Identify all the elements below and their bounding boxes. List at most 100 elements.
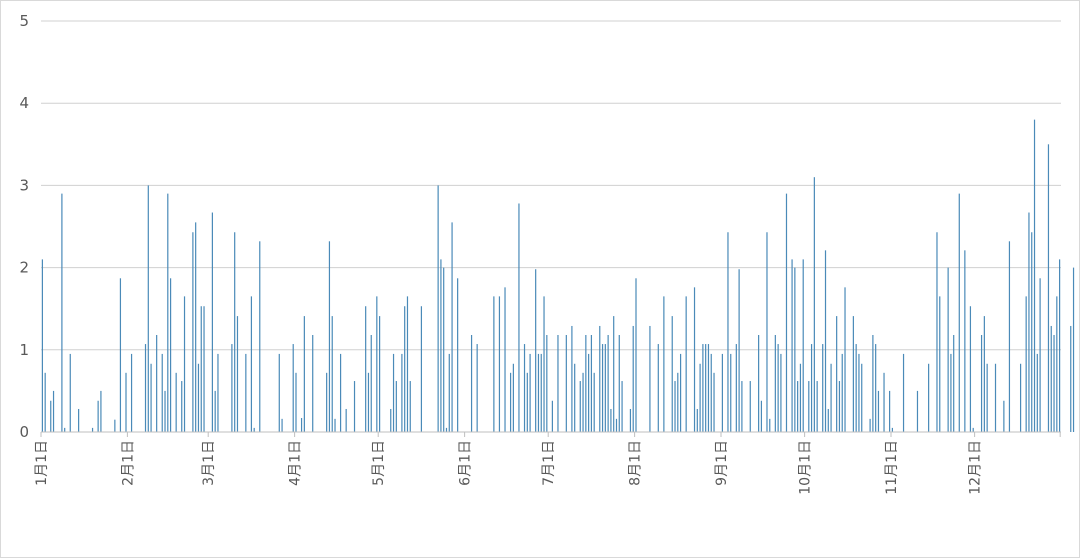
- bar: [395, 381, 397, 432]
- bar: [794, 267, 796, 432]
- bar: [696, 408, 698, 432]
- y-tick-label: 5: [19, 12, 29, 30]
- bar: [518, 203, 520, 432]
- bar: [353, 381, 356, 432]
- bar: [574, 363, 576, 432]
- bar: [119, 278, 122, 432]
- bar: [167, 193, 169, 432]
- bar: [1059, 259, 1061, 432]
- x-tick-label: 1月1日: [34, 440, 50, 486]
- bar: [972, 427, 974, 432]
- bar: [537, 353, 540, 432]
- bar: [618, 335, 620, 432]
- y-tick-label: 0: [19, 423, 29, 441]
- gridlines: [41, 20, 1061, 351]
- bar: [50, 400, 52, 432]
- bar: [543, 296, 545, 432]
- x-tick-label: 11月1日: [884, 440, 900, 495]
- bar: [769, 418, 771, 432]
- bar: [727, 232, 729, 432]
- x-tick-label: 6月1日: [458, 440, 474, 486]
- bar: [679, 353, 682, 432]
- bar: [234, 232, 236, 432]
- bar: [585, 335, 587, 432]
- bar: [869, 418, 871, 432]
- bar: [953, 335, 955, 432]
- bar: [994, 363, 997, 432]
- x-tick-label: 7月1日: [541, 440, 557, 486]
- bar: [64, 427, 66, 432]
- bar: [582, 372, 584, 432]
- bar: [367, 372, 370, 432]
- x-tick-labels: 1月1日 2月1日 3月1日 4月1日 5月1日 6月1日 7月1日 8月1日 9月1日 10月1…: [34, 440, 984, 495]
- bar: [44, 372, 46, 432]
- bar: [883, 372, 885, 432]
- bar: [1028, 212, 1030, 432]
- bar: [1072, 267, 1075, 432]
- bar: [300, 418, 303, 432]
- bar: [816, 381, 818, 432]
- bar: [635, 278, 637, 432]
- bar: [69, 353, 71, 432]
- bar: [144, 344, 147, 432]
- bar: [599, 325, 601, 432]
- bar: [1047, 144, 1050, 433]
- bar: [195, 222, 197, 432]
- y-tick-label: 2: [19, 259, 29, 277]
- bar: [181, 381, 183, 432]
- bar: [1039, 278, 1041, 432]
- bar: [523, 344, 526, 432]
- bar: [498, 296, 501, 432]
- bar: [339, 353, 342, 432]
- bar: [420, 306, 423, 432]
- bar: [858, 353, 860, 432]
- bar: [292, 344, 294, 432]
- bar: [889, 390, 891, 432]
- bar: [947, 267, 949, 432]
- bar: [705, 344, 707, 432]
- bar: [1050, 325, 1052, 432]
- bar: [749, 381, 751, 432]
- bar: [827, 408, 829, 432]
- bar: [217, 353, 219, 432]
- bar: [100, 390, 102, 432]
- bar: [437, 185, 439, 432]
- bar: [1036, 353, 1038, 432]
- bar: [259, 241, 261, 432]
- bar: [404, 306, 406, 432]
- bar: [147, 185, 149, 432]
- bar: [983, 316, 985, 432]
- bar: [551, 400, 553, 432]
- bar: [295, 372, 297, 432]
- bar: [588, 353, 590, 432]
- bar: [512, 363, 514, 432]
- bar: [97, 400, 99, 432]
- bar: [451, 222, 453, 432]
- bar: [401, 353, 403, 432]
- bar: [557, 335, 559, 432]
- bar: [671, 316, 673, 432]
- bar: [529, 353, 531, 432]
- bar: [766, 232, 768, 432]
- bar: [231, 344, 233, 432]
- bar: [1053, 335, 1055, 432]
- bar: [590, 335, 593, 432]
- bar: [902, 353, 905, 432]
- bar: [838, 381, 841, 432]
- bar: [281, 418, 283, 432]
- bar: [1019, 363, 1022, 432]
- bar: [663, 296, 665, 432]
- bar: [986, 363, 988, 432]
- bar: [326, 372, 328, 432]
- bar: [980, 335, 983, 432]
- bar: [730, 353, 732, 432]
- bar: [685, 296, 687, 432]
- bar: [607, 335, 609, 432]
- bar: [546, 335, 548, 432]
- x-tick-label: 3月1日: [201, 440, 217, 486]
- bar: [855, 344, 857, 432]
- bar: [593, 372, 595, 432]
- bar: [1033, 119, 1036, 432]
- bar: [760, 400, 763, 432]
